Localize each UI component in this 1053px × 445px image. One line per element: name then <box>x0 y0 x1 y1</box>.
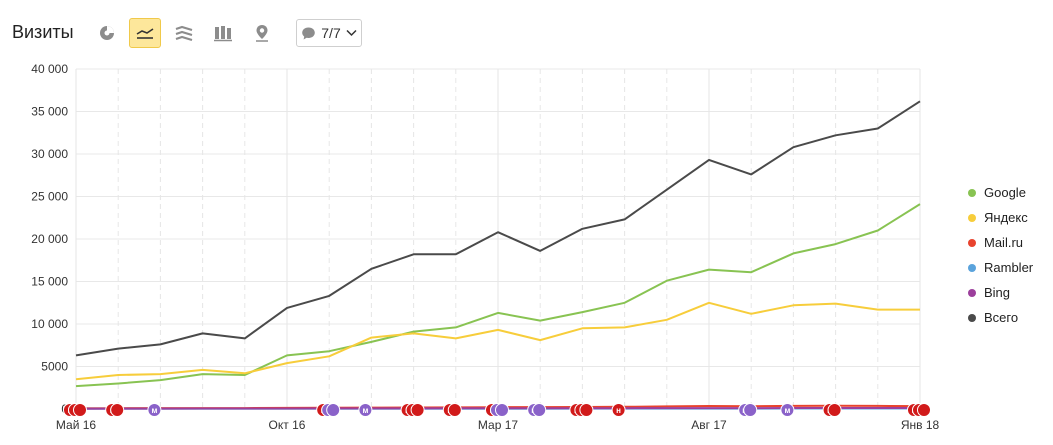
annotation-marker[interactable]: м <box>358 403 373 417</box>
annotation-label: м <box>784 406 790 415</box>
legend-label: Bing <box>984 285 1011 300</box>
comment-icon <box>302 27 316 39</box>
stacked-area-icon[interactable] <box>168 18 200 48</box>
chart-legend: Google Яндекс Mail.ru Rambler Bing Всего <box>968 180 1033 330</box>
y-tick-label: 20 000 <box>31 232 68 246</box>
legend-item[interactable]: Яндекс <box>968 205 1033 230</box>
y-tick-label: 35 000 <box>31 105 68 119</box>
series-line-Google[interactable] <box>75 203 921 388</box>
annotation-marker[interactable] <box>410 403 425 417</box>
legend-item[interactable]: Mail.ru <box>968 230 1033 255</box>
series-line-Яндекс[interactable] <box>75 301 920 381</box>
legend-dot <box>968 188 976 197</box>
y-tick-label: 30 000 <box>31 147 68 161</box>
annotation-marker[interactable]: м <box>780 403 795 417</box>
chevron-down-icon <box>346 29 357 37</box>
map-icon[interactable] <box>246 18 278 48</box>
x-tick-label: Мар 17 <box>478 418 518 432</box>
y-tick-label: 25 000 <box>31 190 68 204</box>
annotation-marker[interactable] <box>495 403 509 417</box>
legend-dot <box>968 263 976 272</box>
series-line-Всего[interactable] <box>75 100 921 357</box>
traffic-source-filter-button[interactable]: 7/7 <box>296 19 362 47</box>
legend-dot <box>968 288 976 297</box>
legend-label: Google <box>984 185 1026 200</box>
annotation-label: м <box>362 406 368 415</box>
x-tick-label: Май 16 <box>56 418 97 432</box>
legend-item[interactable]: Bing <box>968 280 1033 305</box>
annotation-marker[interactable] <box>579 403 594 417</box>
annotation-marker[interactable] <box>326 403 341 417</box>
annotation-marker[interactable] <box>73 403 87 417</box>
legend-dot <box>968 238 976 247</box>
legend-label: Mail.ru <box>984 235 1024 250</box>
line-chart-icon[interactable] <box>129 18 161 48</box>
page-title: Визиты <box>12 22 74 42</box>
annotation-marker[interactable] <box>110 403 125 417</box>
annotation-marker[interactable] <box>743 403 758 417</box>
bar-chart-icon[interactable] <box>207 18 239 48</box>
legend-dot <box>968 313 976 322</box>
filter-count: 7/7 <box>321 25 341 41</box>
annotation-marker[interactable] <box>917 403 931 417</box>
y-tick-label: 15 000 <box>31 275 68 289</box>
annotation-marker[interactable]: м <box>147 403 162 417</box>
annotation-marker[interactable]: н <box>611 403 626 417</box>
y-tick-label: 40 000 <box>31 62 68 76</box>
legend-label: Rambler <box>984 260 1034 275</box>
annotation-marker[interactable] <box>827 403 842 417</box>
x-tick-label: Авг 17 <box>691 418 727 432</box>
annotation-label: м <box>151 406 157 415</box>
legend-item[interactable]: Google <box>968 180 1033 205</box>
annotation-marker[interactable] <box>532 403 547 417</box>
annotation-label: н <box>616 406 621 415</box>
annotation-marker[interactable] <box>447 403 462 417</box>
x-tick-label: Окт 16 <box>269 418 306 432</box>
y-tick-label: 5000 <box>41 360 68 374</box>
pie-chart-icon[interactable] <box>91 18 123 48</box>
legend-dot <box>968 213 976 222</box>
legend-item[interactable]: Rambler <box>968 255 1033 280</box>
x-tick-label: Янв 18 <box>901 418 940 432</box>
legend-item[interactable]: Всего <box>968 305 1033 330</box>
y-tick-label: 10 000 <box>31 317 68 331</box>
legend-label: Яндекс <box>984 210 1028 225</box>
legend-label: Всего <box>984 310 1019 325</box>
